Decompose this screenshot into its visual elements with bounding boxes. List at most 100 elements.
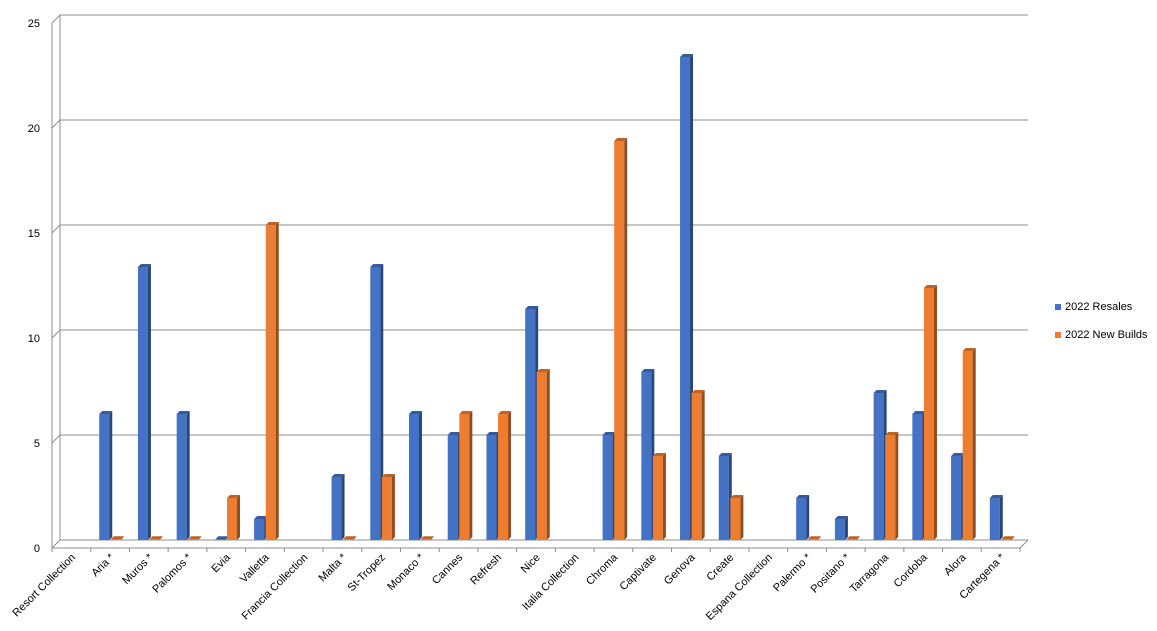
- bar-resales: [602, 432, 616, 540]
- bar-top: [873, 390, 887, 393]
- x-tick-label: Cannes: [430, 551, 466, 587]
- bar-front: [137, 267, 148, 540]
- gridline-diag: [51, 14, 61, 24]
- x-tick-label: Nice: [519, 552, 543, 576]
- legend-swatch-resales: [1055, 304, 1061, 310]
- bar-side: [508, 411, 512, 540]
- gridline-diag: [51, 434, 61, 444]
- legend: 2022 Resales 2022 New Builds: [1055, 293, 1148, 349]
- bar-top: [691, 390, 705, 393]
- gridline-diag: [51, 224, 61, 234]
- bar-new-builds: [110, 536, 124, 540]
- x-tick-label: Aria *: [89, 551, 117, 579]
- legend-item-resales: 2022 Resales: [1055, 293, 1148, 321]
- bar-side: [701, 390, 705, 540]
- bar-side: [198, 536, 202, 540]
- bar-top: [834, 516, 848, 519]
- bar-top: [912, 411, 926, 414]
- bar-top: [885, 432, 899, 435]
- bar-new-builds: [614, 138, 628, 540]
- bar-resales: [486, 432, 500, 540]
- bar-resales: [331, 474, 345, 540]
- bar-front: [807, 539, 818, 540]
- bar-top: [846, 536, 860, 540]
- bar-new-builds: [885, 432, 899, 540]
- bar-new-builds: [343, 536, 357, 540]
- x-tick-label: Captivate: [618, 552, 659, 593]
- bar-top: [989, 495, 1003, 498]
- bar-front: [99, 414, 110, 540]
- bar-new-builds: [1001, 536, 1015, 540]
- bar-front: [652, 456, 663, 540]
- bar-front: [1001, 539, 1012, 540]
- bar-top: [614, 138, 628, 141]
- bar-new-builds: [807, 536, 821, 540]
- bar-front: [447, 435, 458, 540]
- bar-top: [951, 453, 965, 456]
- bar-side: [159, 536, 163, 540]
- bar-top: [176, 411, 190, 414]
- bar-front: [265, 225, 276, 540]
- bar-front: [459, 414, 470, 540]
- bar-new-builds: [381, 474, 395, 540]
- bar-resales: [834, 516, 848, 540]
- bar-side: [806, 495, 810, 540]
- bar-front: [834, 519, 845, 540]
- bar-top: [343, 536, 357, 540]
- legend-label-new-builds: 2022 New Builds: [1065, 329, 1148, 341]
- bar-new-builds: [923, 285, 937, 540]
- bar-top: [110, 536, 124, 540]
- y-tick-label: 20: [28, 123, 40, 135]
- gridline-diag: [51, 119, 61, 129]
- bar-new-builds: [227, 495, 241, 540]
- bar-resales: [951, 453, 965, 540]
- bar-resales: [641, 369, 655, 540]
- bar-front: [381, 477, 392, 540]
- bar-new-builds: [149, 536, 163, 540]
- bar-front: [110, 539, 121, 540]
- bar-top: [188, 536, 202, 540]
- bar-side: [430, 536, 434, 540]
- x-tick-label: Espana Collection: [704, 552, 775, 623]
- bar-top: [265, 222, 279, 225]
- bar-top: [962, 348, 976, 351]
- x-tick-label: Refresh: [468, 552, 504, 588]
- x-tick-label: St-Tropez: [346, 552, 388, 594]
- bar-resales: [680, 54, 694, 540]
- bars: [99, 54, 1015, 540]
- bar-new-builds: [652, 453, 666, 540]
- bar-side: [109, 411, 113, 540]
- bar-front: [227, 498, 238, 540]
- bar-side: [237, 495, 241, 540]
- bar-side: [380, 264, 384, 540]
- bar-top: [447, 432, 461, 435]
- bar-new-builds: [498, 411, 512, 540]
- bar-new-builds: [962, 348, 976, 540]
- bar-top: [652, 453, 666, 456]
- bar-top: [149, 536, 163, 540]
- bar-side: [418, 411, 422, 540]
- bar-side: [1011, 536, 1015, 540]
- bar-resales: [99, 411, 113, 540]
- bar-side: [353, 536, 357, 540]
- bar-resales: [718, 453, 732, 540]
- bar-front: [846, 539, 857, 540]
- bar-top: [718, 453, 732, 456]
- bar-side: [186, 411, 190, 540]
- x-tick-label: Cordoba: [892, 551, 931, 590]
- bar-front: [691, 393, 702, 540]
- bar-new-builds: [459, 411, 473, 540]
- bar-top: [227, 495, 241, 498]
- bar-side: [341, 474, 345, 540]
- bar-front: [536, 372, 547, 540]
- bar-side: [844, 516, 848, 540]
- bar-top: [498, 411, 512, 414]
- bar-side: [469, 411, 473, 540]
- legend-swatch-new-builds: [1055, 332, 1061, 338]
- bar-front: [796, 498, 807, 540]
- bar-side: [740, 495, 744, 540]
- bar-front: [885, 435, 896, 540]
- bar-top: [730, 495, 744, 498]
- x-tick-label: Create: [705, 552, 737, 584]
- y-tick-label: 5: [34, 438, 40, 450]
